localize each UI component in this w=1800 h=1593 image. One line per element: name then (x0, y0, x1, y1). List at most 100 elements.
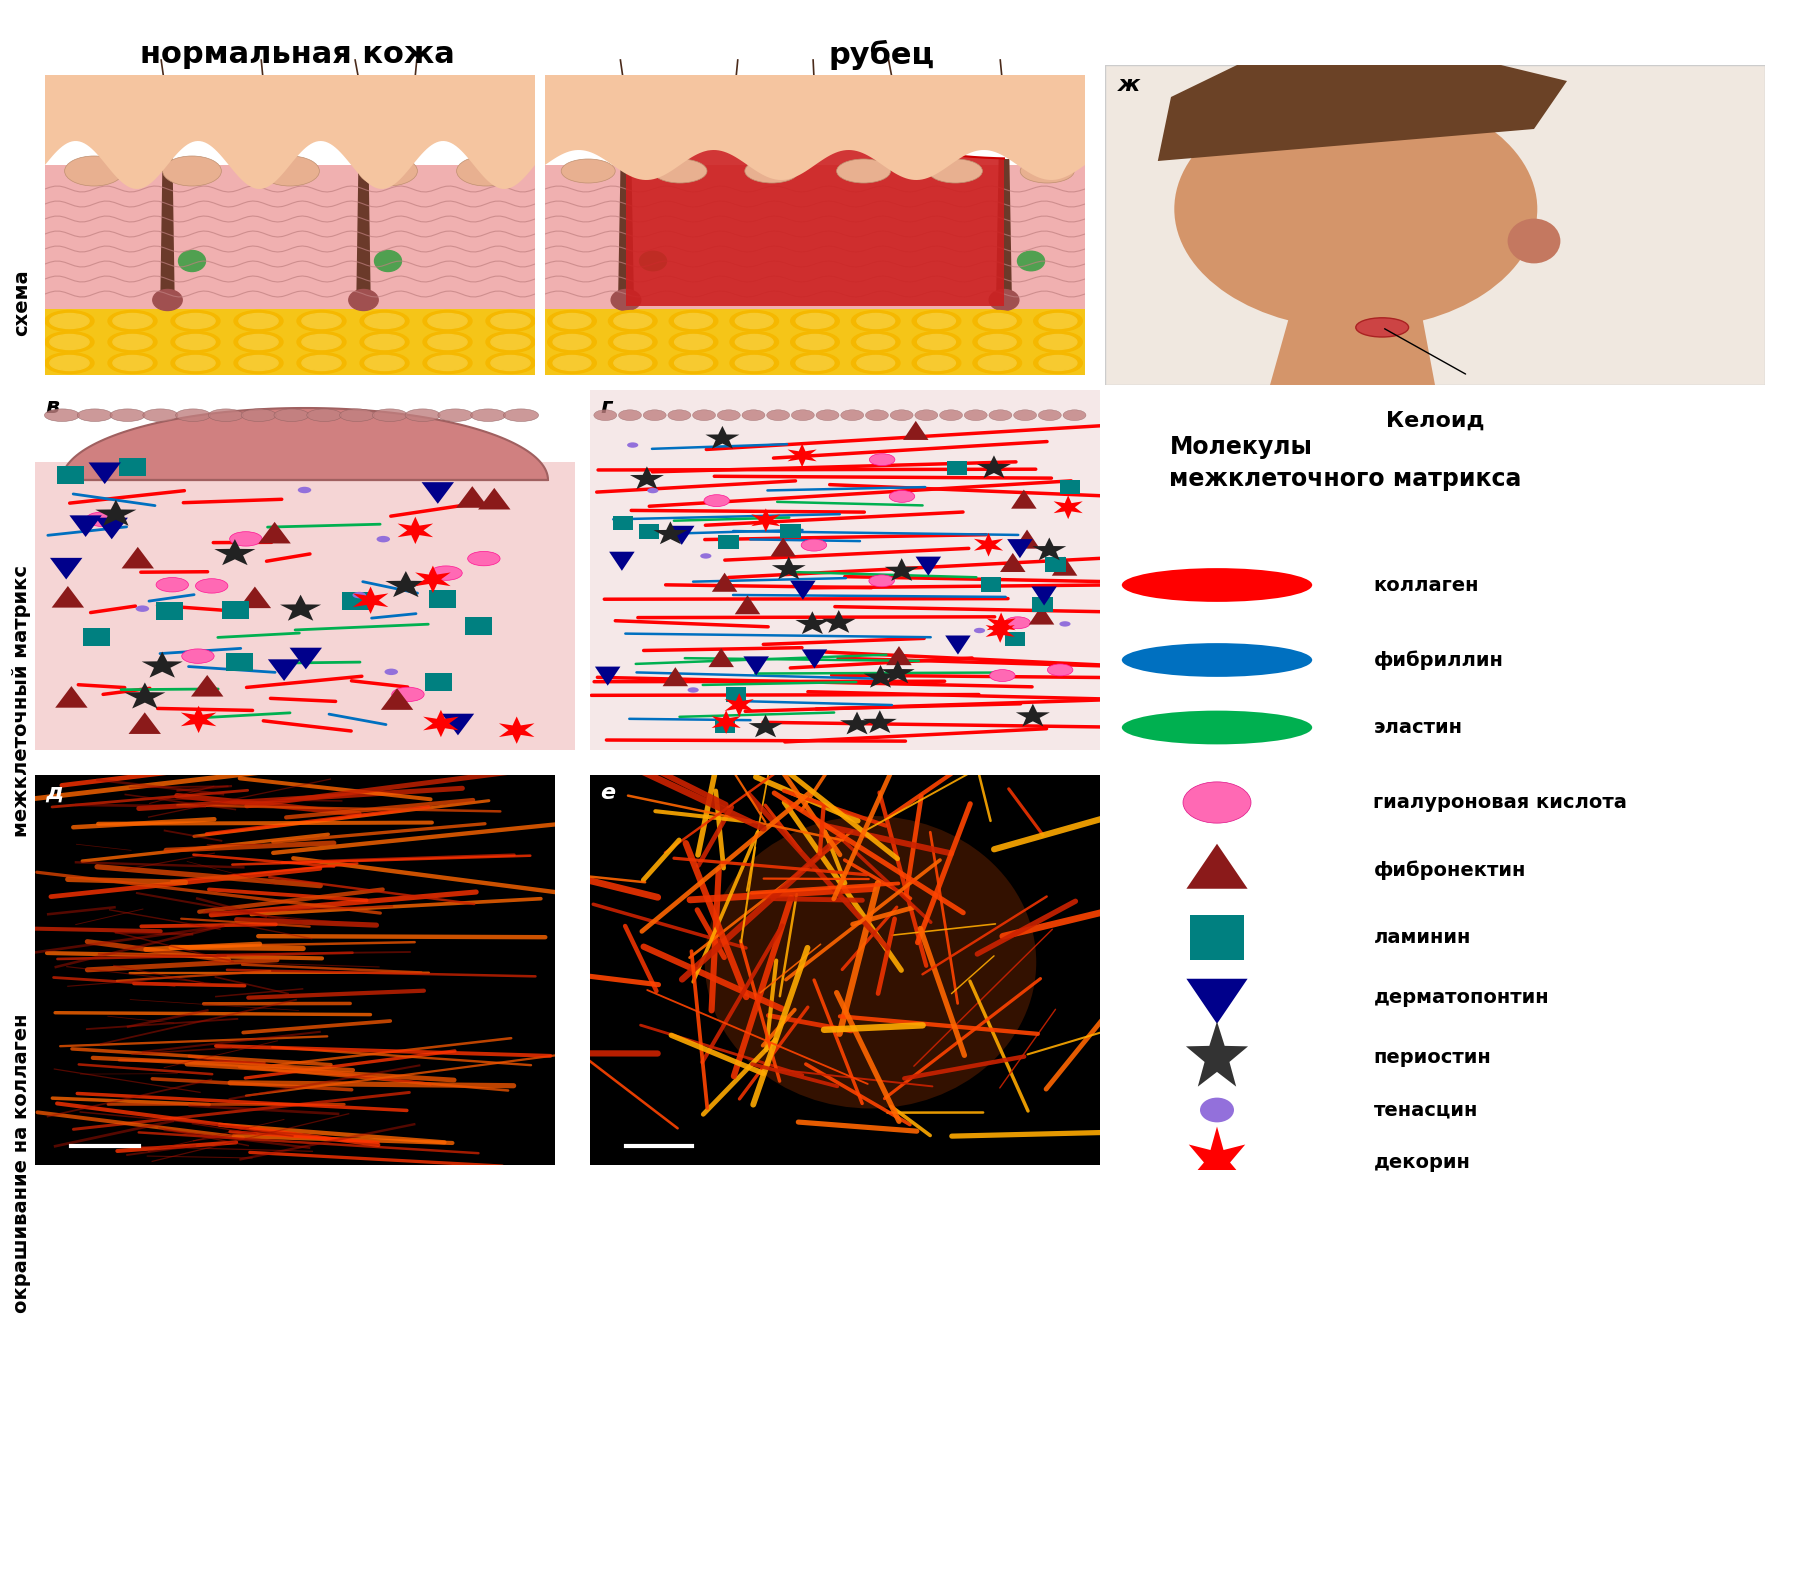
Polygon shape (986, 612, 1015, 636)
Polygon shape (455, 486, 488, 508)
Text: гиалуроновая кислота: гиалуроновая кислота (1373, 793, 1627, 812)
Polygon shape (995, 159, 1012, 309)
Polygon shape (734, 596, 760, 615)
Ellipse shape (196, 578, 229, 593)
Ellipse shape (491, 355, 531, 371)
Ellipse shape (670, 331, 718, 352)
Ellipse shape (392, 687, 425, 701)
Polygon shape (709, 648, 734, 667)
Ellipse shape (736, 335, 774, 349)
Ellipse shape (374, 250, 401, 271)
Ellipse shape (491, 314, 531, 328)
Ellipse shape (553, 355, 590, 371)
Polygon shape (545, 309, 1085, 374)
Ellipse shape (261, 156, 319, 186)
Ellipse shape (767, 409, 790, 421)
Ellipse shape (648, 487, 659, 494)
Ellipse shape (306, 409, 342, 422)
Polygon shape (385, 570, 427, 597)
Polygon shape (608, 551, 635, 570)
Ellipse shape (790, 311, 839, 331)
Bar (425, 672, 452, 691)
Polygon shape (977, 456, 1012, 478)
Ellipse shape (360, 352, 409, 373)
Ellipse shape (974, 311, 1022, 331)
Ellipse shape (108, 311, 157, 331)
Polygon shape (398, 516, 434, 545)
Ellipse shape (486, 331, 535, 352)
Ellipse shape (914, 409, 938, 421)
Polygon shape (45, 166, 535, 309)
Bar (119, 457, 146, 476)
Ellipse shape (990, 669, 1015, 682)
Ellipse shape (302, 314, 342, 328)
Polygon shape (545, 166, 1085, 309)
Ellipse shape (486, 311, 535, 331)
Polygon shape (772, 556, 806, 580)
Ellipse shape (851, 352, 900, 373)
Polygon shape (886, 647, 913, 666)
Polygon shape (499, 717, 535, 744)
Text: в: в (45, 397, 59, 417)
Ellipse shape (135, 605, 149, 612)
Polygon shape (1033, 537, 1066, 561)
Ellipse shape (423, 331, 472, 352)
Ellipse shape (918, 314, 956, 328)
Ellipse shape (176, 314, 214, 328)
Ellipse shape (891, 409, 913, 421)
Ellipse shape (1017, 252, 1044, 271)
Polygon shape (1015, 704, 1049, 726)
Polygon shape (180, 706, 216, 733)
Ellipse shape (230, 532, 263, 546)
Polygon shape (421, 483, 454, 503)
Ellipse shape (428, 355, 468, 371)
Text: декорин: декорин (1373, 1153, 1471, 1172)
Polygon shape (45, 309, 535, 374)
Text: Келоид: Келоид (1386, 411, 1485, 430)
Bar (612, 516, 634, 530)
Polygon shape (630, 467, 664, 489)
Ellipse shape (675, 355, 713, 371)
Polygon shape (1031, 586, 1057, 605)
Text: дерматопонтин: дерматопонтин (1373, 988, 1550, 1007)
Ellipse shape (504, 409, 538, 422)
Polygon shape (1053, 495, 1084, 519)
Bar (639, 524, 659, 538)
Ellipse shape (612, 290, 641, 311)
Ellipse shape (376, 535, 391, 542)
Ellipse shape (365, 355, 403, 371)
Ellipse shape (837, 159, 891, 183)
Ellipse shape (1021, 159, 1075, 183)
Ellipse shape (157, 578, 189, 593)
Ellipse shape (668, 409, 691, 421)
Ellipse shape (796, 335, 833, 349)
Polygon shape (160, 150, 175, 309)
Ellipse shape (1121, 569, 1312, 602)
Polygon shape (743, 656, 769, 675)
Polygon shape (617, 159, 634, 309)
Bar (1033, 597, 1053, 612)
Ellipse shape (50, 355, 88, 371)
Ellipse shape (491, 335, 531, 349)
Ellipse shape (1033, 311, 1082, 331)
Polygon shape (1008, 538, 1033, 558)
Polygon shape (862, 710, 896, 733)
Ellipse shape (50, 335, 88, 349)
Polygon shape (1186, 844, 1247, 889)
Ellipse shape (1004, 616, 1030, 629)
Ellipse shape (360, 331, 409, 352)
Ellipse shape (113, 314, 151, 328)
Ellipse shape (297, 331, 346, 352)
Ellipse shape (801, 538, 826, 551)
Polygon shape (268, 660, 301, 680)
Bar (1060, 479, 1080, 494)
Polygon shape (239, 586, 272, 609)
Bar (221, 601, 248, 620)
Ellipse shape (815, 409, 839, 421)
Ellipse shape (841, 409, 864, 421)
Bar (725, 688, 747, 703)
Ellipse shape (979, 355, 1017, 371)
Ellipse shape (176, 335, 214, 349)
Polygon shape (1186, 978, 1247, 1024)
Ellipse shape (792, 409, 814, 421)
